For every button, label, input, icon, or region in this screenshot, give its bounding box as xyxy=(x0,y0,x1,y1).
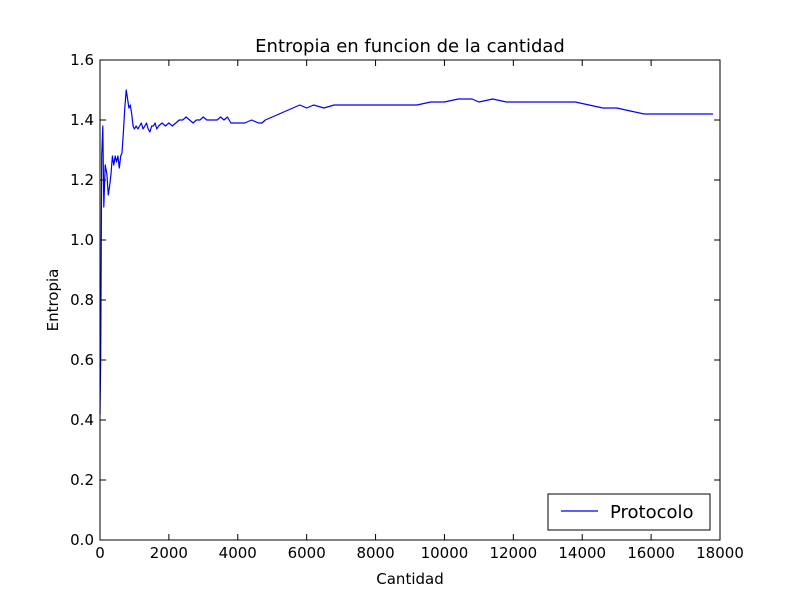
chart-title: Entropia en funcion de la cantidad xyxy=(255,36,565,57)
y-tick-label: 0.0 xyxy=(70,531,94,549)
x-axis-label: Cantidad xyxy=(376,570,443,588)
x-tick-label: 6000 xyxy=(288,544,326,562)
x-tick-label: 16000 xyxy=(627,544,675,562)
x-tick-label: 2000 xyxy=(150,544,188,562)
x-tick-label: 10000 xyxy=(421,544,469,562)
plot-area-frame xyxy=(99,59,721,541)
series-layer xyxy=(99,89,714,415)
y-tick-label: 1.2 xyxy=(70,171,94,189)
axis-ticks: 0 2000 4000 6000 8000 10000 12000 14000 16000 180… xyxy=(70,51,744,562)
y-tick-label: 0.4 xyxy=(70,411,94,429)
y-tick-label: 1.6 xyxy=(70,51,94,69)
y-tick-label: 0.6 xyxy=(70,351,94,369)
x-tick-label: 18000 xyxy=(696,544,744,562)
series-line-protocolo xyxy=(99,89,714,415)
x-tick-label: 14000 xyxy=(558,544,606,562)
x-tick-label: 12000 xyxy=(489,544,537,562)
legend: Protocolo xyxy=(547,493,711,531)
x-tick-label: 0 xyxy=(95,544,105,562)
y-tick-label: 1.4 xyxy=(70,111,94,129)
y-axis-label: Entropia xyxy=(44,269,62,332)
y-tick-label: 1.0 xyxy=(70,231,94,249)
legend-label-protocolo: Protocolo xyxy=(610,502,694,523)
legend-box xyxy=(547,493,711,531)
y-tick-label: 0.8 xyxy=(70,291,94,309)
y-tick-label: 0.2 xyxy=(70,471,94,489)
x-tick-label: 8000 xyxy=(356,544,394,562)
x-tick-label: 4000 xyxy=(219,544,257,562)
